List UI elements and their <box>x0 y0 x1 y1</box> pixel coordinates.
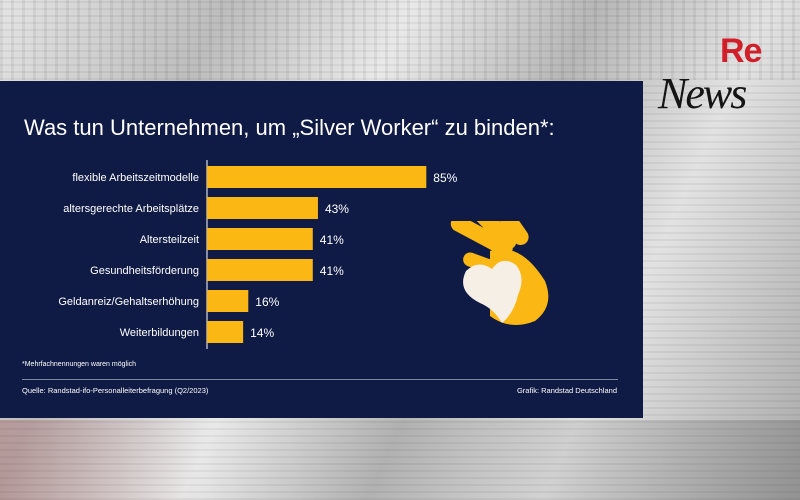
logo-re-text: Re <box>720 32 762 70</box>
logo-news-text: News <box>658 69 747 118</box>
hand-heart-icon <box>450 221 549 325</box>
credit-text: Grafik: Randstad Deutschland <box>516 386 617 395</box>
infographic-card: Was tun Unternehmen, um „Silver Worker“ … <box>0 81 643 418</box>
value-label: 43% <box>325 202 349 216</box>
source-text: Quelle: Randstad-ifo-Personalleiterbefra… <box>22 386 209 395</box>
category-label: Gesundheitsförderung <box>90 265 199 277</box>
value-label: 16% <box>255 295 279 309</box>
value-label: 41% <box>320 233 344 247</box>
category-label: altersgerechte Arbeitsplätze <box>63 203 199 215</box>
bar-chart: flexible Arbeitszeitmodelle 85% altersgere… <box>58 160 458 349</box>
bar <box>207 321 244 343</box>
value-label: 85% <box>433 171 457 185</box>
bar <box>207 197 318 219</box>
footnote: *Mehrfachnennungen waren möglich <box>22 361 137 368</box>
bar <box>207 259 313 281</box>
chart-title: Was tun Unternehmen, um „Silver Worker“ … <box>24 115 555 140</box>
bar <box>207 228 313 250</box>
category-label: Weiterbildungen <box>120 327 199 339</box>
value-label: 41% <box>320 264 344 278</box>
category-label: Geldanreiz/Gehaltserhöhung <box>58 296 199 308</box>
divider <box>22 379 618 380</box>
category-label: Altersteilzeit <box>140 234 199 246</box>
value-label: 14% <box>250 326 274 340</box>
bar <box>207 166 427 188</box>
renews-logo[interactable]: Re News <box>650 32 780 122</box>
category-label: flexible Arbeitszeitmodelle <box>72 172 199 184</box>
bar <box>207 290 249 312</box>
